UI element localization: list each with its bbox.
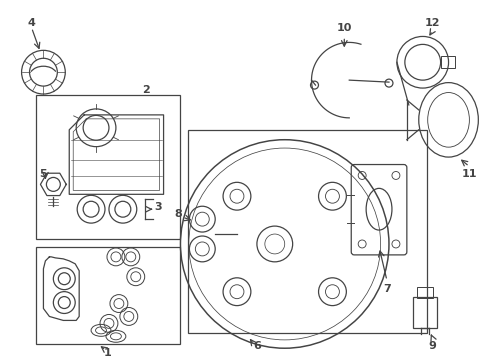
Text: 11: 11 bbox=[461, 170, 476, 180]
Bar bbox=[440, 56, 453, 68]
Text: 10: 10 bbox=[336, 23, 351, 33]
Text: 12: 12 bbox=[424, 18, 440, 27]
Text: 4: 4 bbox=[27, 18, 35, 27]
Bar bbox=[412, 297, 436, 328]
Text: 6: 6 bbox=[252, 341, 260, 351]
Text: 7: 7 bbox=[382, 284, 390, 294]
Text: 8: 8 bbox=[174, 209, 182, 219]
Bar bbox=[37, 95, 180, 239]
Text: 9: 9 bbox=[428, 341, 436, 351]
Bar bbox=[416, 287, 432, 298]
Bar bbox=[188, 130, 426, 333]
Text: 5: 5 bbox=[40, 170, 47, 180]
Text: 1: 1 bbox=[104, 348, 112, 358]
Bar bbox=[37, 247, 180, 344]
Text: 3: 3 bbox=[155, 202, 162, 212]
Text: 2: 2 bbox=[142, 85, 149, 95]
